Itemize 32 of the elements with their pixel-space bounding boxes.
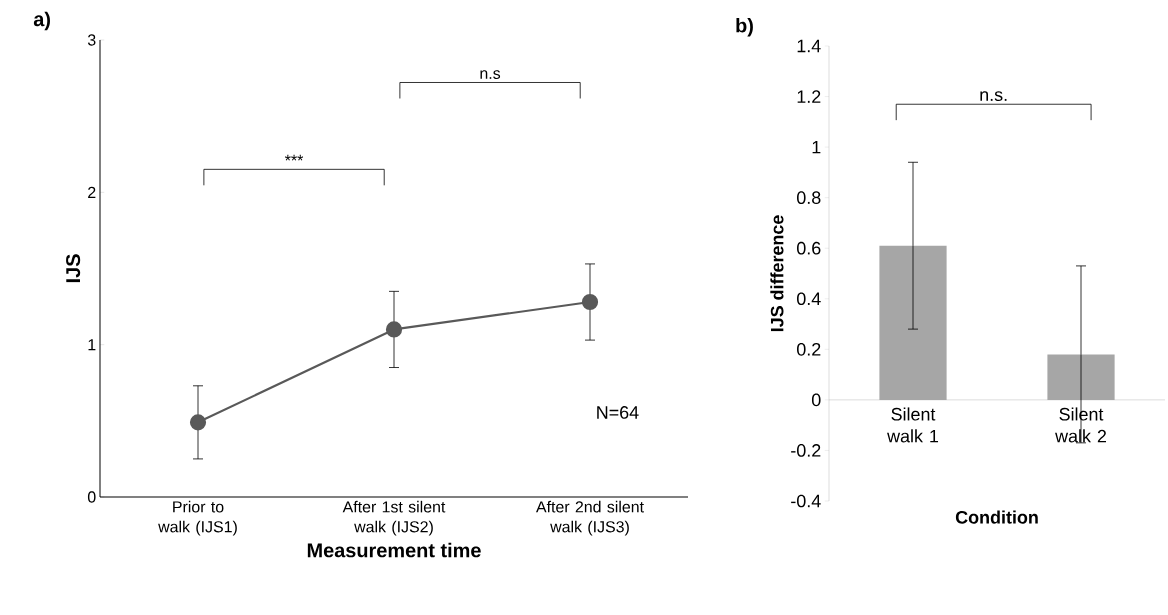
y-tick-label: 2	[88, 186, 96, 198]
x-tick-label: Prior to walk (IJS1)	[158, 500, 237, 536]
y-tick-label: 0.8	[797, 191, 821, 205]
chart-title: a)	[33, 11, 50, 31]
y-tick-label: 1.4	[797, 39, 821, 53]
y-tick-label: -0.2	[791, 444, 821, 457]
x-tick-label: After 2nd silent walk (IJS3)	[535, 500, 644, 536]
annotation: n.s	[480, 70, 501, 79]
y-tick-label: 1.2	[797, 90, 821, 103]
annotation: n.s.	[980, 91, 1007, 102]
y-tick-label: 0.4	[797, 292, 821, 306]
y-tick-label: -0.4	[791, 494, 821, 508]
y-tick-label: 1	[812, 140, 821, 154]
y-tick-label: 0.2	[797, 342, 821, 356]
y-axis-title: IJS difference	[770, 215, 784, 332]
annotation: N=64	[597, 406, 639, 419]
point	[189, 414, 207, 431]
x-tick-label: After 1st silent walk (IJS2)	[342, 500, 446, 536]
x-axis-title: Condition	[955, 510, 1038, 524]
annotation: ***	[284, 154, 304, 161]
y-axis-title: IJS	[66, 254, 81, 283]
x-tick-label: Silent walk 1	[887, 407, 939, 443]
chart-title: b)	[736, 17, 753, 37]
y-tick-label: 0	[811, 393, 821, 407]
y-tick-label: 1	[88, 339, 96, 351]
x-tick-label: Silent walk 2	[1055, 407, 1107, 443]
y-tick-label: 0	[87, 491, 96, 503]
y-tick-label: 0.6	[797, 241, 821, 255]
x-axis-title: Measurement time	[307, 542, 481, 558]
point	[385, 321, 403, 338]
point	[581, 293, 599, 311]
y-tick-label: 3	[87, 34, 96, 46]
